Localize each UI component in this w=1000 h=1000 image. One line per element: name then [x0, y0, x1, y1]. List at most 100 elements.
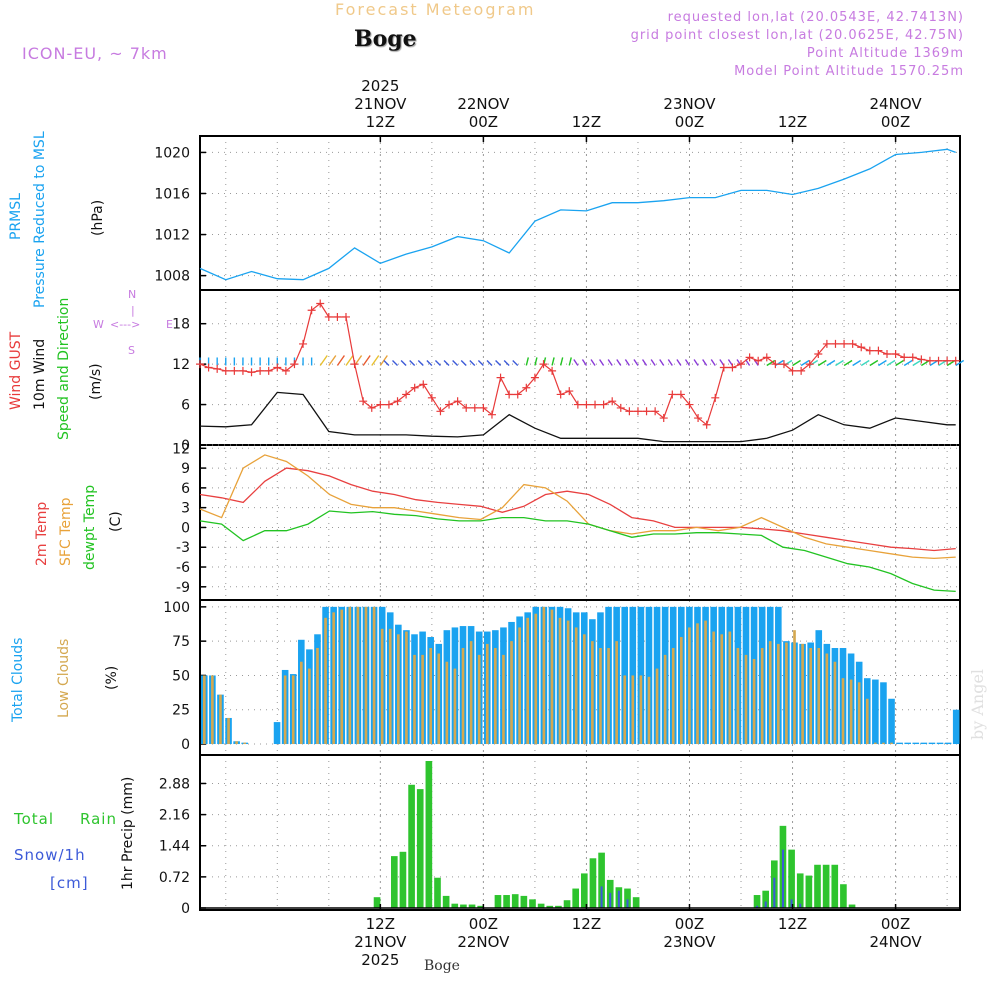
wind-arrow: [409, 359, 416, 366]
gust-marker: [702, 420, 711, 429]
wind-arrow: [551, 357, 555, 366]
panel-frame: [199, 289, 961, 446]
bottom-time-label: 12Z: [366, 915, 395, 933]
wind-arrow: [869, 359, 879, 367]
gust-marker: [685, 400, 694, 409]
gust-marker: [213, 364, 222, 373]
gust-marker: [522, 383, 531, 392]
rain-bar: [416, 789, 424, 908]
low-cloud-bar: [324, 617, 327, 745]
gust-marker: [951, 356, 960, 365]
wind-arrow: [878, 359, 887, 367]
low-cloud-bar: [825, 653, 829, 745]
low-cloud-bar: [607, 648, 610, 745]
gust-marker: [204, 363, 213, 372]
y-tick-label: 1016: [154, 186, 190, 202]
station-name: Boge: [354, 26, 417, 52]
gust-marker: [376, 400, 385, 409]
low-cloud-bar: [615, 641, 618, 745]
low-cloud-bar: [445, 661, 449, 745]
gust-marker: [393, 397, 402, 406]
y-tick-label: 0.72: [159, 870, 190, 886]
low-cloud-bar: [874, 742, 877, 745]
y-tick-label: 18: [172, 317, 190, 333]
gust-marker: [659, 414, 668, 423]
compass-s: S: [128, 344, 135, 357]
model-altitude: Model Point Altitude 1570.25m: [734, 64, 964, 79]
wind-arrow: [633, 359, 639, 366]
low-cloud-bar: [599, 648, 602, 745]
low-cloud-bar: [340, 609, 344, 745]
low-cloud-bar: [712, 631, 715, 745]
snow-bar: [609, 892, 612, 908]
wind-arrow: [727, 359, 734, 366]
wind-arrow: [702, 359, 708, 366]
wind-arrow: [693, 359, 699, 366]
low-cloud-bar: [679, 637, 683, 745]
gust-marker: [900, 353, 909, 362]
y-tick-label: 2.88: [159, 776, 190, 792]
y-tick-label: 100: [163, 600, 190, 616]
wind-arrow: [486, 359, 493, 366]
y-tick-label: 6: [181, 398, 190, 414]
rain-bar: [391, 856, 398, 908]
wind-arrow: [469, 359, 476, 366]
gust-marker: [737, 360, 746, 369]
wind-arrow: [719, 359, 725, 366]
rain-bar: [589, 858, 597, 908]
rain-bar: [632, 897, 640, 908]
low-cloud-bar: [534, 613, 538, 745]
rain-bar: [477, 905, 484, 908]
rain-bar: [529, 899, 536, 908]
panel-frame: [199, 754, 961, 911]
low-cloud-bar: [582, 634, 586, 745]
wind-arrow: [383, 359, 390, 366]
wind-arrow: [607, 359, 613, 366]
wind-arrow: [581, 359, 588, 366]
gust-marker: [599, 400, 608, 409]
rain-bar: [788, 849, 795, 908]
rain-bar: [814, 864, 821, 908]
rain-bar: [598, 852, 605, 908]
gust-marker: [668, 390, 677, 399]
gust-marker: [633, 407, 642, 416]
low-cloud-bar: [574, 627, 578, 745]
y-tick-label: 12: [172, 441, 190, 457]
rain-bar: [555, 905, 562, 908]
gust-marker: [384, 400, 393, 409]
gust-marker: [410, 383, 419, 392]
gust-marker: [256, 366, 265, 375]
gust-marker: [402, 390, 411, 399]
wind-arrow: [559, 357, 564, 366]
snow-bar: [773, 877, 776, 908]
top-time-label: 00Z: [469, 113, 498, 131]
total-cloud-bar: [904, 742, 911, 745]
wind-speed-line: [199, 391, 956, 443]
y-tick-label: -6: [176, 560, 190, 576]
gust-marker: [281, 366, 290, 375]
wind-arrow: [903, 359, 913, 367]
rain-bar: [796, 873, 804, 908]
low-cloud-bar: [510, 641, 513, 745]
gust-marker: [694, 414, 703, 423]
meteogram-title: Forecast Meteogram: [335, 0, 536, 19]
wind-arrow: [616, 359, 622, 366]
rain-bar: [511, 894, 519, 908]
rain-bar: [822, 864, 830, 908]
low-cloud-bar: [841, 678, 845, 745]
top-time-label: 12Z: [366, 113, 395, 131]
gust-marker: [238, 366, 247, 375]
compass-e: E: [166, 318, 173, 331]
low-cloud-bar: [243, 742, 247, 745]
compass-n: N: [128, 288, 137, 301]
gust-marker: [865, 346, 874, 355]
gust-marker: [625, 407, 634, 416]
low-cloud-bar: [768, 641, 772, 745]
gust-marker: [848, 339, 857, 348]
top-time-label: 00Z: [881, 113, 910, 131]
gust-marker: [857, 343, 866, 352]
gust-marker: [616, 403, 625, 412]
y-tick-label: 9: [181, 461, 190, 477]
snow-bar: [764, 901, 767, 908]
top-time-label: 24NOV: [870, 95, 923, 113]
